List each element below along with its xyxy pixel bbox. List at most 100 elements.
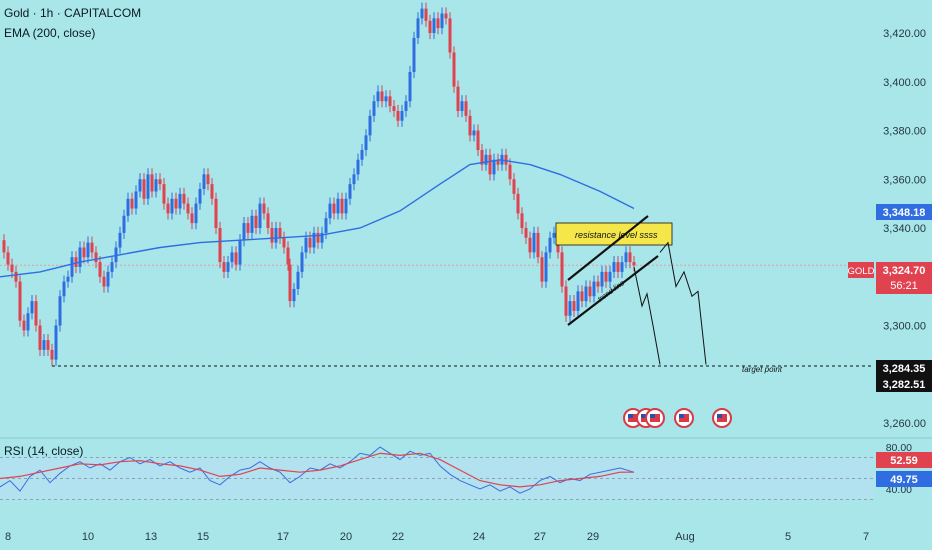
candle-body [424, 8, 428, 21]
candle-body [528, 237, 532, 253]
economic-event-flag [712, 408, 732, 428]
candle-body [182, 193, 186, 204]
candle-body [416, 18, 420, 38]
candle-body [178, 193, 182, 209]
candle-body [440, 13, 444, 29]
channel-upper-line [567, 215, 649, 281]
candle-body [66, 276, 70, 282]
rsi-value-badge: 49.75 [876, 471, 932, 487]
candle-body [98, 262, 102, 277]
candle-body [238, 240, 242, 265]
candle-body [38, 325, 42, 350]
candle-body [258, 203, 262, 228]
candle-body [380, 91, 384, 102]
candle-body [524, 228, 528, 238]
candle-body [186, 203, 190, 214]
candle-body [632, 262, 636, 266]
candle-body [14, 271, 18, 282]
candle-body [142, 179, 146, 199]
candle-body [34, 301, 38, 326]
candle-body [262, 203, 266, 214]
rsi-ma-value-badge: 52.59 [876, 452, 932, 468]
candle-body [304, 237, 308, 253]
candle-body [218, 228, 222, 263]
price-tick-label: 3,400.00 [883, 77, 926, 89]
candle-body [50, 349, 54, 360]
candle-body [316, 232, 320, 243]
candle-body [270, 228, 274, 243]
time-tick-label: 8 [5, 531, 11, 543]
projection-path-2 [659, 241, 707, 365]
candle-body [588, 286, 592, 297]
candle-body [134, 191, 138, 209]
candle-body [286, 247, 290, 265]
candle-body [86, 242, 90, 258]
candle-body [360, 150, 364, 160]
candle-body [372, 101, 376, 116]
candle-body [170, 198, 174, 214]
candle-body [564, 286, 568, 316]
candle-body [90, 242, 94, 253]
candle-body [118, 232, 122, 248]
time-tick-label: 5 [785, 531, 791, 543]
candle-body [504, 154, 508, 165]
candle-body [612, 262, 616, 272]
candle-body [344, 198, 348, 214]
price-tick-label: 3,340.00 [883, 223, 926, 235]
candle-body [138, 179, 142, 192]
rsi-pane[interactable] [0, 446, 874, 500]
time-tick-label: 24 [473, 531, 485, 543]
candle-body [70, 257, 74, 277]
target-price-badge-2: 3,282.51 [876, 376, 932, 392]
candle-body [600, 271, 604, 287]
economic-event-flag [674, 408, 694, 428]
candle-body [328, 203, 332, 219]
candle-body [428, 20, 432, 33]
candle-body [460, 101, 464, 111]
candle-body [78, 247, 82, 267]
candle-body [278, 228, 282, 238]
candle-body [464, 101, 468, 116]
candle-body [6, 252, 10, 265]
candle-body [158, 179, 162, 185]
candle-body [162, 184, 166, 204]
candle-body [592, 281, 596, 297]
candle-body [604, 271, 608, 282]
candle-body [388, 96, 392, 107]
ema-indicator-label: EMA (200, close) [4, 26, 96, 40]
rsi-tick-label: 80.00 [886, 442, 912, 454]
candle-body [392, 106, 396, 111]
candle-body [54, 325, 58, 360]
price-tick-label: 3,260.00 [883, 418, 926, 430]
time-tick-label: 22 [392, 531, 404, 543]
candle-body [46, 340, 50, 350]
candle-body [508, 164, 512, 180]
target-point-label: target point [742, 365, 783, 374]
time-tick-label: 20 [340, 531, 352, 543]
candle-body [468, 115, 472, 136]
candle-body [348, 184, 352, 199]
candle-body [26, 313, 30, 331]
candle-body [254, 215, 258, 228]
time-tick-label: 10 [82, 531, 94, 543]
candle-body [384, 96, 388, 102]
candle-body [320, 232, 324, 243]
candle-body [10, 264, 14, 272]
time-tick-label: 7 [863, 531, 869, 543]
candle-body [206, 174, 210, 185]
candle-body [400, 111, 404, 121]
time-tick-label: 17 [277, 531, 289, 543]
candle-body [114, 247, 118, 263]
candle-body [620, 262, 624, 272]
candle-body [624, 252, 628, 263]
candle-body [576, 291, 580, 311]
candle-body [74, 257, 78, 267]
candle-body [608, 271, 612, 282]
candle-body [214, 198, 218, 228]
candle-body [154, 179, 158, 192]
candle-body [544, 252, 548, 282]
candle-body [250, 215, 254, 233]
price-tick-label: 3,300.00 [883, 321, 926, 333]
candle-body [472, 130, 476, 136]
